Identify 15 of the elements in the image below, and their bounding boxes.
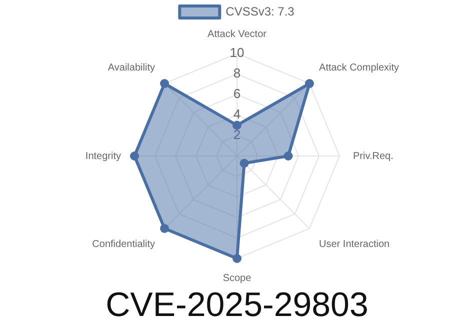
y-tick-label: 8 [233,66,241,81]
spoke-label: Attack Complexity [319,62,400,74]
spoke-label: Attack Vector [208,28,268,40]
spoke-label: Priv.Req. [353,150,394,162]
spoke-label: Scope [222,272,252,284]
spoke-label: Availability [108,62,155,74]
y-tick-label: 10 [230,45,244,60]
y-tick-label: 2 [233,127,241,142]
spoke-label: Confidentiality [92,238,155,250]
legend-label: CVSSv3: 7.3 [226,4,295,18]
spoke-label: User Interaction [319,238,390,250]
text: CVE-2025-29803 [106,286,368,324]
y-tick-label: 4 [233,106,241,122]
spoke-label: Integrity [85,150,121,162]
y-tick-label: 6 [233,86,241,102]
